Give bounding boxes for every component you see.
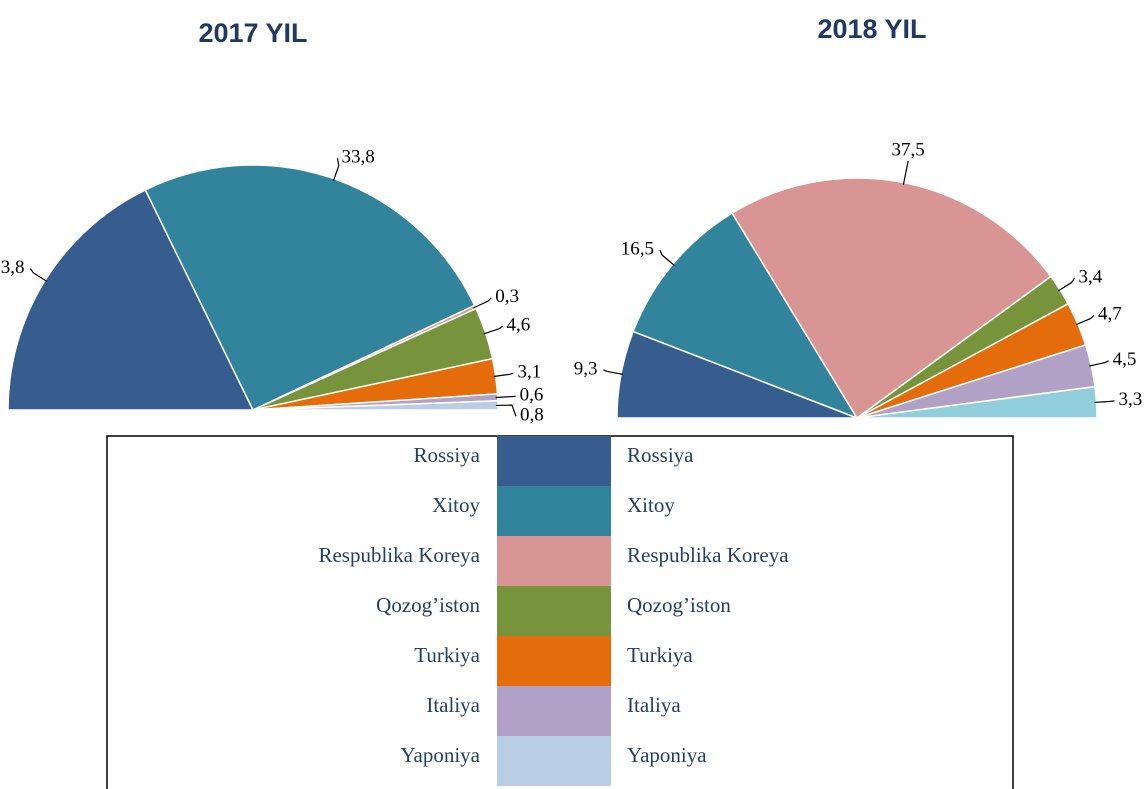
chart-title: 2018 YIL [817, 14, 926, 44]
leader-line [1057, 277, 1076, 292]
legend-label: Turkiya [627, 643, 693, 667]
legend-label: Xitoy [432, 493, 480, 517]
leader-line [493, 372, 514, 378]
legend-label: Xitoy [627, 493, 675, 517]
leader-line [1094, 400, 1115, 404]
data-label: 23,8 [0, 257, 24, 278]
chart-title: 2017 YIL [198, 18, 307, 48]
data-label: 33,8 [341, 146, 374, 167]
legend-swatch [497, 636, 611, 686]
leader-line [902, 160, 909, 185]
data-label: 37,5 [891, 139, 924, 160]
legend-label: Yaponiya [627, 743, 707, 767]
leader-line [483, 325, 503, 335]
data-label: 3,1 [517, 362, 541, 383]
legend-swatch [497, 486, 611, 536]
leader-line [603, 369, 624, 375]
legend-label: Respublika Koreya [627, 543, 789, 567]
data-label: 0,3 [495, 286, 519, 307]
legend-label: Respublika Koreya [318, 543, 480, 567]
leader-line [332, 157, 340, 181]
legend-label: Italiya [426, 693, 480, 717]
leader-line [1089, 360, 1109, 367]
legend-swatch [497, 686, 611, 736]
legend-label: Yaponiya [400, 743, 480, 767]
legend-swatch [497, 536, 611, 586]
legend-label: Rossiya [413, 443, 480, 467]
data-label: 0,8 [520, 405, 544, 426]
leader-line [29, 268, 48, 282]
legend-swatch [497, 736, 611, 786]
legend-label: Qozog’iston [627, 593, 731, 617]
data-label: 4,5 [1113, 349, 1137, 370]
leader-line [495, 404, 517, 417]
data-label: 0,6 [520, 385, 544, 406]
data-label: 16,5 [621, 238, 654, 259]
legend-label: Rossiya [627, 443, 694, 467]
data-label: 4,7 [1098, 304, 1122, 325]
legend-label: Turkiya [414, 643, 480, 667]
legend-label: Italiya [627, 693, 681, 717]
leader-line [495, 395, 516, 399]
legend-label: Qozog’iston [376, 593, 480, 617]
data-label: 3,3 [1118, 389, 1142, 410]
legend-swatch [497, 436, 611, 486]
leader-line [473, 297, 492, 309]
legend-swatch [497, 586, 611, 636]
leader-line [659, 249, 675, 266]
leader-line [1075, 314, 1095, 326]
data-label: 3,4 [1079, 266, 1103, 287]
data-label: 4,6 [507, 315, 531, 336]
data-label: 9,3 [574, 358, 598, 379]
